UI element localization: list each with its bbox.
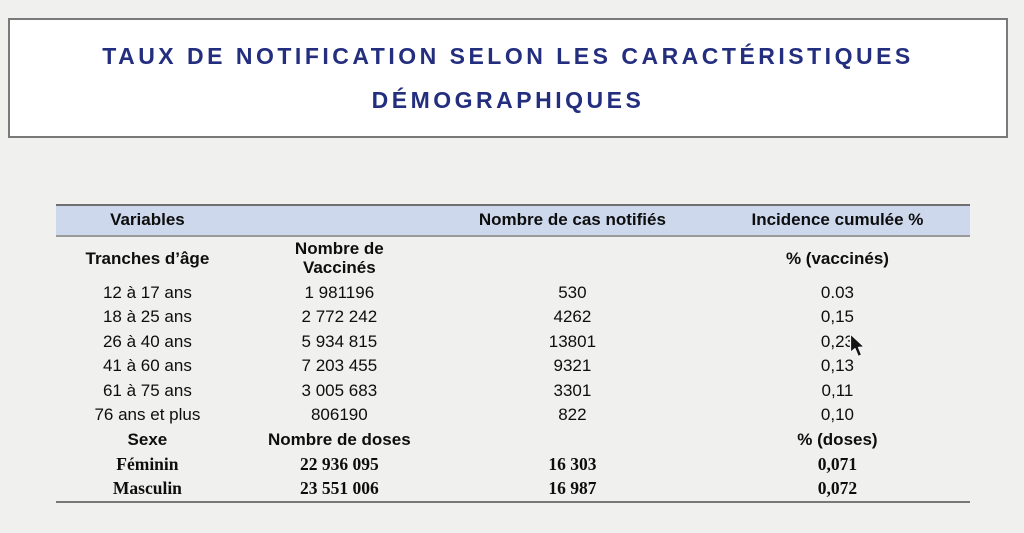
sex-header-pct-doses: % (doses): [797, 429, 878, 449]
incidence-value: 0.03: [820, 282, 854, 302]
cases-value: 530: [558, 282, 587, 302]
table-row-age-41-60: 41 à 60 ans 7 203 455 9321 0,13: [56, 355, 970, 380]
vaccinated-value: 2 772 242: [301, 307, 378, 327]
doses-value: 22 936 095: [299, 454, 379, 475]
subheader-vaccinated: Nombre de Vaccinés: [239, 239, 440, 277]
slide-title-line2: DÉMOGRAPHIQUES: [371, 86, 645, 113]
cases-value: 16 303: [548, 454, 597, 475]
incidence-value: 0,23: [820, 331, 854, 351]
age-label: 26 à 40 ans: [102, 331, 192, 351]
age-label: 41 à 60 ans: [102, 356, 192, 376]
vaccinated-value: 3 005 683: [301, 380, 378, 400]
header-variables: Variables: [110, 210, 185, 230]
vaccinated-value: 1 981196: [304, 282, 375, 302]
vaccinated-value: 806190: [310, 405, 368, 425]
cases-value: 9321: [553, 356, 592, 376]
incidence-value: 0,10: [820, 405, 854, 425]
header-incidence: Incidence cumulée %: [751, 210, 924, 230]
table-row-age-26-40: 26 à 40 ans 5 934 815 13801 0,23: [56, 330, 970, 355]
header-cases: Nombre de cas notifiés: [478, 210, 666, 230]
table-row-age-18-25: 18 à 25 ans 2 772 242 4262 0,15: [56, 306, 970, 331]
sex-label: Masculin: [112, 478, 182, 499]
subheader-pct-vaccinated: % (vaccinés): [785, 248, 889, 268]
cases-value: 3301: [553, 380, 592, 400]
table-row-feminin: Féminin 22 936 095 16 303 0,071: [56, 453, 970, 477]
incidence-value: 0,071: [817, 454, 858, 475]
table-row-age-76-plus: 76 ans et plus 806190 822 0,10: [56, 404, 970, 429]
table-subheader-row: Tranches d’âge Nombre de Vaccinés % (vac…: [56, 237, 970, 281]
cases-value: 16 987: [548, 478, 597, 499]
table-row-masculin: Masculin 23 551 006 16 987 0,072: [56, 477, 970, 501]
vaccinated-value: 5 934 815: [301, 331, 378, 351]
age-label: 12 à 17 ans: [102, 282, 192, 302]
vaccinated-value: 7 203 455: [301, 356, 378, 376]
demographics-table: Variables Nombre de cas notifiés Inciden…: [56, 204, 970, 504]
cases-value: 13801: [548, 331, 597, 351]
incidence-value: 0,15: [820, 307, 854, 327]
sex-header-doses: Nombre de doses: [268, 429, 411, 449]
sex-header-label: Sexe: [127, 429, 168, 449]
incidence-value: 0,13: [820, 356, 854, 376]
slide-title-box: TAUX DE NOTIFICATION SELON LES CARACTÉRI…: [8, 18, 1008, 138]
table-header-row: Variables Nombre de cas notifiés Inciden…: [56, 204, 970, 237]
cases-value: 822: [558, 405, 587, 425]
incidence-value: 0,072: [817, 478, 858, 499]
incidence-value: 0,11: [821, 380, 854, 400]
age-label: 18 à 25 ans: [102, 307, 192, 327]
doses-value: 23 551 006: [299, 478, 379, 499]
subheader-age-group: Tranches d’âge: [85, 248, 210, 268]
slide-title-line1: TAUX DE NOTIFICATION SELON LES CARACTÉRI…: [102, 42, 914, 69]
subheader-vaccinated-label: Nombre de Vaccinés: [294, 239, 384, 277]
table-row-sex-header: Sexe Nombre de doses % (doses): [56, 428, 970, 453]
table-row-age-12-17: 12 à 17 ans 1 981196 530 0.03: [56, 281, 970, 306]
sex-label: Féminin: [116, 454, 179, 475]
table-row-age-61-75: 61 à 75 ans 3 005 683 3301 0,11: [56, 379, 970, 404]
age-label: 61 à 75 ans: [102, 380, 192, 400]
age-label: 76 ans et plus: [94, 405, 201, 425]
cases-value: 4262: [553, 307, 592, 327]
